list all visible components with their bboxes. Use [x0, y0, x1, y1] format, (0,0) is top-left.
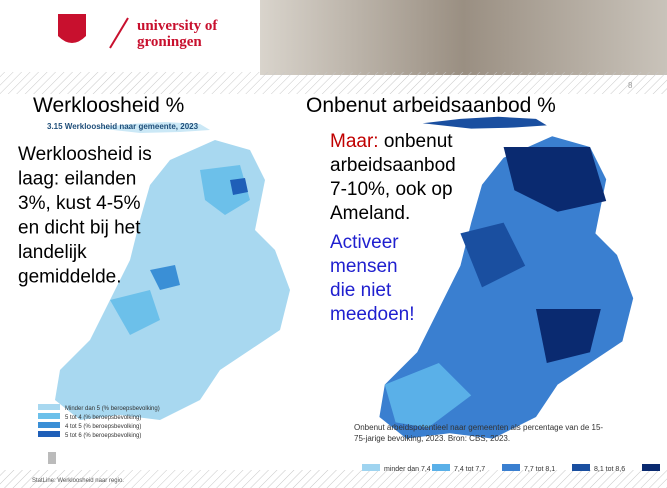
legend: Minder dan 5 (% beroepsbevolking) 5 tot 4… [38, 404, 160, 439]
legend-label: 8,1 tot 8,6 [594, 466, 625, 473]
text-line: 7-10%, ook op [330, 179, 453, 200]
text-line: die niet [330, 280, 392, 301]
legend-swatch [572, 464, 590, 471]
heading: Werkloosheid % [33, 94, 184, 117]
legend-swatch [38, 404, 60, 410]
map-right [379, 116, 634, 439]
legend-label: minder dan 7,4 [384, 466, 431, 473]
text-span: Ameland. [330, 203, 410, 224]
legend-swatch [362, 464, 380, 471]
body-text: Werkloosheid is laag: eilanden 3%, kust 4-… [18, 144, 152, 288]
logo-text: university of [137, 18, 218, 34]
body-text: Maar: onbenut arbeidsaanbod 7-10%, ook op A… [330, 131, 456, 325]
map-title: 3.15 Werkloosheid naar gemeente, 2023 [47, 122, 199, 131]
logo-slash [109, 17, 129, 49]
text-line: mensen [330, 256, 398, 277]
text-line: Maar: onbenut [330, 131, 453, 152]
text-span: onbenut [384, 131, 453, 152]
page-number: 8 [628, 81, 633, 90]
text-span: arbeidsaanbod [330, 155, 456, 176]
legend: minder dan 7,4 7,4 tot 7,7 7,7 tot 8,1 8,1 … [362, 464, 660, 473]
legend-label: 5 tot 6 (% beroepsbevolking) [65, 433, 141, 439]
legend-label: 5 tot 4 (% beroepsbevolking) [65, 415, 141, 421]
header-photo [260, 0, 667, 75]
legend-label: 4 tot 5 (% beroepsbevolking) [65, 424, 141, 430]
legend-label: 7,4 tot 7,7 [454, 466, 485, 473]
caption-line: Onbenut arbeidspotentieel naar gemeenten… [354, 423, 603, 432]
heading: Onbenut arbeidsaanbod % [306, 94, 556, 117]
legend-swatch [38, 422, 60, 428]
text-line: Werkloosheid is [18, 144, 152, 165]
source: StatLine: Werkloosheid naar regio. [32, 478, 124, 484]
legend-swatch [642, 464, 660, 471]
legend-swatch [38, 413, 60, 419]
text-line: gemiddelde. [18, 267, 122, 288]
text-line: landelijk [18, 242, 87, 263]
caption: Onbenut arbeidspotentieel naar gemeenten… [354, 423, 603, 443]
legend-swatch [432, 464, 450, 471]
text-line: Activeer [330, 232, 399, 253]
hatch-band-bottom [0, 470, 667, 488]
legend-label: 7,7 tot 8,1 [524, 466, 555, 473]
text-line: Ameland. [330, 203, 410, 224]
icon [48, 452, 56, 464]
text-line: laag: eilanden [18, 169, 136, 190]
text-line: meedoen! [330, 304, 415, 325]
text-line: 3%, kust 4-5% [18, 193, 141, 214]
text-span: 7-10%, ook op [330, 179, 453, 200]
hatch-band [0, 72, 667, 94]
text-line: en dicht bij het [18, 218, 141, 239]
logo-crest [58, 14, 86, 43]
text-line: arbeidsaanbod [330, 155, 456, 176]
map-left [55, 122, 290, 420]
legend-swatch [38, 431, 60, 437]
caption-line: 75-jarige bevolking, 2023. Bron: CBS, 20… [354, 434, 510, 443]
logo-text: groningen [137, 34, 202, 50]
legend-swatch [502, 464, 520, 471]
highlight: Maar: [330, 131, 379, 152]
legend-label: Minder dan 5 (% beroepsbevolking) [65, 406, 160, 412]
